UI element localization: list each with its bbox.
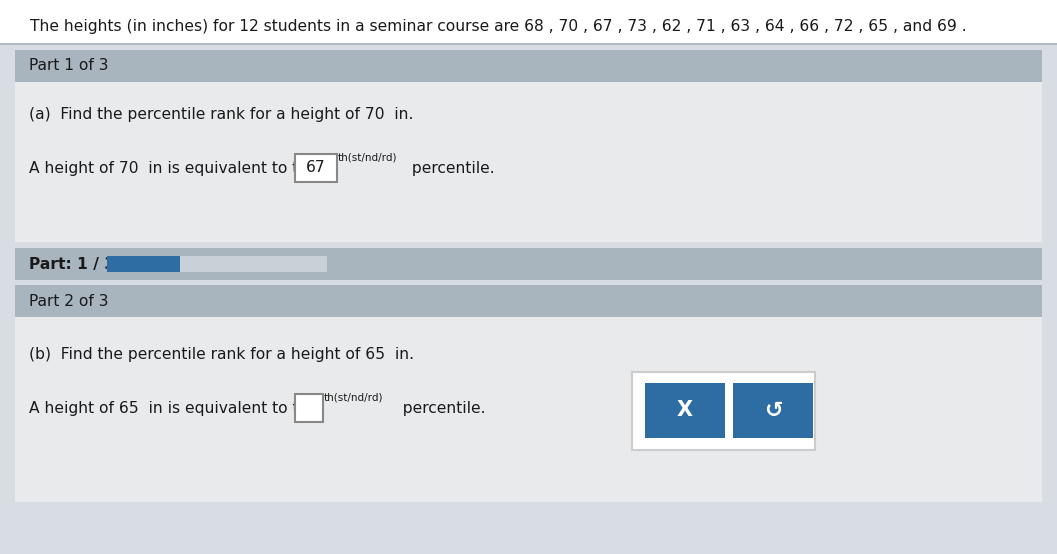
FancyBboxPatch shape <box>15 82 1042 242</box>
FancyBboxPatch shape <box>0 0 1057 44</box>
FancyBboxPatch shape <box>0 43 1057 45</box>
Text: 67: 67 <box>307 161 326 176</box>
Text: Part 2 of 3: Part 2 of 3 <box>29 294 109 309</box>
Text: (a)  Find the percentile rank for a height of 70  in.: (a) Find the percentile rank for a heigh… <box>29 107 413 122</box>
Text: (b)  Find the percentile rank for a height of 65  in.: (b) Find the percentile rank for a heigh… <box>29 347 414 362</box>
FancyBboxPatch shape <box>15 317 1042 502</box>
Text: The heights (in inches) for 12 students in a seminar course are 68 , 70 , 67 , 7: The heights (in inches) for 12 students … <box>30 19 966 34</box>
FancyBboxPatch shape <box>15 50 1042 82</box>
FancyBboxPatch shape <box>632 372 815 450</box>
Text: th(st/nd/rd): th(st/nd/rd) <box>338 153 397 163</box>
FancyBboxPatch shape <box>733 383 813 438</box>
Text: A height of 65  in is equivalent to the: A height of 65 in is equivalent to the <box>29 401 322 416</box>
FancyBboxPatch shape <box>645 383 725 438</box>
FancyBboxPatch shape <box>15 285 1042 317</box>
Text: ↺: ↺ <box>764 401 782 420</box>
FancyBboxPatch shape <box>107 256 180 272</box>
Text: th(st/nd/rd): th(st/nd/rd) <box>324 393 384 403</box>
Text: A height of 70  in is equivalent to the: A height of 70 in is equivalent to the <box>29 161 322 176</box>
FancyBboxPatch shape <box>295 394 323 422</box>
FancyBboxPatch shape <box>107 256 327 272</box>
Text: Part 1 of 3: Part 1 of 3 <box>29 59 109 74</box>
Text: Part: 1 / 3: Part: 1 / 3 <box>29 257 115 271</box>
Text: X: X <box>676 401 693 420</box>
Text: percentile.: percentile. <box>393 401 485 416</box>
FancyBboxPatch shape <box>15 248 1042 280</box>
Text: percentile.: percentile. <box>407 161 495 176</box>
FancyBboxPatch shape <box>295 154 337 182</box>
